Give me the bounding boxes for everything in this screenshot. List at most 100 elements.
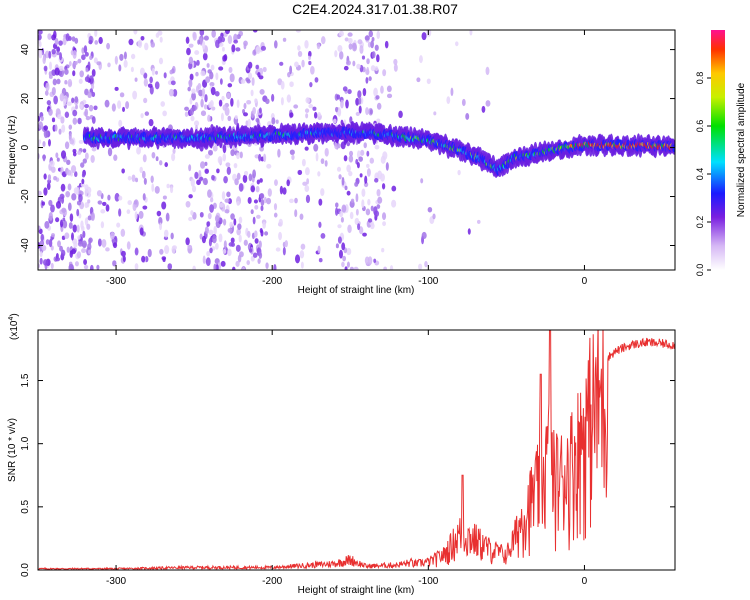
spectrogram-noise-mark — [78, 213, 82, 219]
spectrogram-noise-mark — [320, 36, 326, 45]
spectrogram-noise-mark — [421, 231, 427, 239]
spectrogram-noise-mark — [169, 69, 174, 75]
spectrogram-noise-mark — [238, 182, 244, 192]
spectrogram-noise-mark — [81, 54, 86, 61]
spectrogram-noise-mark — [364, 175, 368, 184]
spectrogram-noise-mark — [184, 111, 189, 117]
spectrogram-noise-mark — [391, 185, 397, 192]
spectrogram-noise-mark — [346, 190, 351, 196]
spectrogram-noise-mark — [67, 183, 72, 191]
spectrogram-noise-mark — [349, 266, 354, 270]
spectrogram-noise-mark — [357, 223, 361, 231]
spectrogram-noise-mark — [273, 263, 277, 270]
spectrogram-noise-mark — [162, 257, 166, 263]
spectrogram-noise-mark — [88, 39, 93, 45]
spectrogram-noise-mark — [158, 216, 163, 226]
spectrogram-noise-mark — [77, 241, 84, 247]
spectrogram-noise-mark — [236, 172, 241, 180]
spectrogram-noise-mark — [246, 79, 251, 84]
spectrogram-noise-mark — [373, 210, 380, 217]
spectrogram-noise-mark — [316, 43, 321, 50]
spectrogram-noise-mark — [230, 242, 236, 247]
spectrogram-noise-mark — [254, 204, 259, 210]
spectrogram-noise-mark — [208, 229, 214, 236]
snr-x-tick-label: -200 — [262, 576, 282, 587]
spectrogram-noise-mark — [218, 99, 223, 107]
spectrogram-noise-mark — [229, 73, 235, 83]
spectrogram-noise-mark — [260, 205, 264, 212]
spectrogram-noise-mark — [374, 178, 379, 183]
spectrogram-noise-mark — [280, 80, 285, 90]
spectrogram-noise-mark — [134, 247, 139, 256]
spectrogram-noise-mark — [186, 47, 191, 56]
spectrogram-noise-mark — [309, 81, 313, 88]
snr-multiplier-exp: 4 — [8, 317, 15, 321]
spectrogram-noise-mark — [107, 62, 111, 68]
spectrogram-noise-mark — [43, 129, 49, 139]
spectrogram-noise-mark — [304, 146, 309, 151]
spectrogram-noise-mark — [72, 61, 77, 69]
spectrogram-noise-mark — [133, 200, 138, 205]
spectrogram-noise-mark — [139, 67, 145, 76]
spectrogram-noise-mark — [217, 156, 223, 164]
spectrogram-noise-mark — [133, 30, 138, 35]
spectrogram-noise-mark — [60, 183, 66, 192]
spectrogram-noise-mark — [232, 266, 236, 270]
spectrogram-noise-mark — [159, 36, 163, 43]
spectrogram-noise-mark — [84, 188, 88, 197]
spectrogram-noise-mark — [209, 99, 214, 108]
spectrogram-noise-mark — [57, 240, 61, 248]
spectrogram-noise-mark — [273, 40, 278, 49]
spectrogram-noise-mark — [240, 79, 246, 84]
spectrogram-noise-mark — [274, 179, 278, 186]
spectrogram-noise-mark — [243, 170, 249, 176]
spectrogram-y-tick-label: 20 — [20, 93, 31, 105]
spectrogram-noise-mark — [111, 103, 116, 112]
spectrogram-noise-mark — [70, 264, 75, 270]
spectrogram-noise-mark — [84, 103, 90, 109]
spectrogram-noise-mark — [131, 174, 136, 182]
spectrogram-noise-mark — [221, 46, 225, 52]
spectrogram-noise-mark — [120, 228, 126, 237]
spectrogram-noise-mark — [122, 255, 126, 263]
spectrogram-noise-mark — [366, 168, 371, 177]
spectrogram-noise-mark — [256, 179, 260, 185]
spectrogram-noise-mark — [266, 163, 272, 169]
colorbar-label: Normalized spectral amplitude — [736, 82, 747, 217]
spectrogram-noise-mark — [297, 50, 303, 57]
spectrogram-noise-mark — [226, 191, 231, 198]
spectrogram-noise-mark — [60, 196, 65, 204]
spectrogram-noise-mark — [162, 195, 167, 200]
spectrogram-noise-mark — [142, 205, 148, 210]
spectrogram-noise-mark — [256, 214, 261, 219]
spectrogram-noise-mark — [374, 144, 380, 150]
spectrogram-noise-mark — [317, 245, 321, 254]
spectrogram-noise-mark — [215, 242, 219, 250]
spectrogram-noise-mark — [84, 76, 90, 83]
spectrogram-noise-mark — [278, 231, 283, 241]
spectrogram-noise-mark — [39, 240, 45, 247]
spectrogram-noise-mark — [275, 119, 279, 124]
spectrogram-noise-mark — [243, 239, 248, 246]
spectrogram-noise-mark — [241, 266, 246, 270]
spectrogram-noise-mark — [234, 178, 239, 186]
spectrogram-noise-mark — [38, 228, 43, 235]
spectrogram-noise-mark — [64, 232, 70, 240]
spectrogram-noise-mark — [374, 66, 379, 72]
spectrogram-noise-mark — [222, 218, 227, 226]
spectrogram-noise-mark — [461, 98, 466, 107]
spectrogram-noise-mark — [258, 153, 262, 162]
spectrogram-noise-mark — [356, 162, 360, 169]
spectrogram-noise-mark — [318, 198, 323, 206]
spectrogram-noise-mark — [38, 225, 41, 231]
spectrogram-noise-mark — [424, 260, 428, 268]
spectrogram-noise-mark — [38, 142, 41, 148]
spectrogram-noise-mark — [239, 251, 244, 258]
spectrogram-noise-mark — [336, 94, 341, 100]
spectrogram-noise-mark — [250, 89, 254, 97]
spectrogram-noise-mark — [196, 179, 201, 186]
spectrogram-noise-mark — [243, 102, 247, 110]
spectrogram-noise-mark — [51, 86, 56, 96]
spectrogram-noise-mark — [94, 40, 99, 45]
spectrogram-noise-mark — [246, 100, 252, 105]
